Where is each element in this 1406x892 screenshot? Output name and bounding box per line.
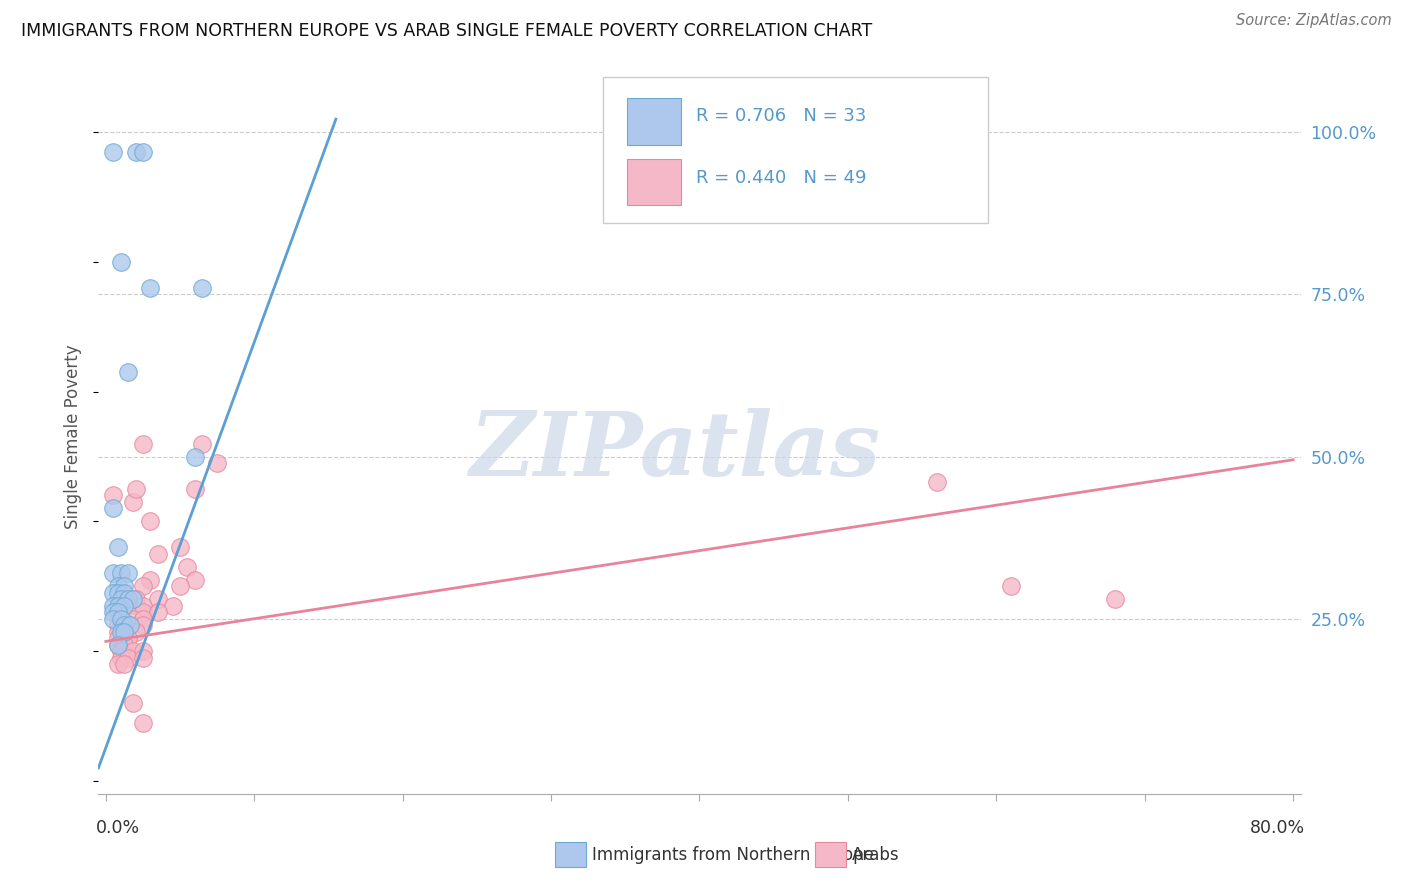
Text: Immigrants from Northern Europe: Immigrants from Northern Europe xyxy=(592,846,873,863)
Point xyxy=(107,541,129,555)
Point xyxy=(107,638,129,652)
FancyBboxPatch shape xyxy=(627,159,682,205)
Point xyxy=(146,605,169,619)
Point xyxy=(121,644,143,658)
Point xyxy=(112,657,135,672)
Point xyxy=(146,547,169,561)
Point xyxy=(110,605,132,619)
Point xyxy=(124,145,146,159)
Text: ZIPatlas: ZIPatlas xyxy=(470,409,882,494)
Point xyxy=(112,586,135,600)
Point xyxy=(191,281,214,295)
Point xyxy=(110,255,132,269)
Point xyxy=(146,592,169,607)
Point xyxy=(103,586,125,600)
Point xyxy=(1104,592,1126,607)
Point xyxy=(132,612,155,626)
Point xyxy=(110,624,132,639)
Point xyxy=(117,618,139,632)
Point xyxy=(103,566,125,581)
Point xyxy=(121,495,143,509)
Point xyxy=(121,612,143,626)
Point xyxy=(184,573,207,587)
Point xyxy=(103,605,125,619)
Point xyxy=(110,644,132,658)
Point xyxy=(112,624,135,639)
Point xyxy=(112,599,135,613)
Point xyxy=(139,281,162,295)
Point xyxy=(132,715,155,730)
Point xyxy=(112,638,135,652)
Text: Source: ZipAtlas.com: Source: ZipAtlas.com xyxy=(1236,13,1392,29)
Y-axis label: Single Female Poverty: Single Female Poverty xyxy=(65,345,83,529)
Point xyxy=(117,631,139,645)
Point xyxy=(184,482,207,496)
Point xyxy=(132,644,155,658)
Point xyxy=(107,599,129,613)
Text: 80.0%: 80.0% xyxy=(1250,819,1305,837)
Point xyxy=(132,599,155,613)
Point xyxy=(110,566,132,581)
Point xyxy=(117,650,139,665)
Point xyxy=(117,592,139,607)
Point xyxy=(103,599,125,613)
Point xyxy=(103,501,125,516)
Point xyxy=(110,650,132,665)
Point xyxy=(110,592,132,607)
Point xyxy=(139,573,162,587)
Point xyxy=(112,579,135,593)
FancyBboxPatch shape xyxy=(603,77,988,223)
Point xyxy=(176,559,198,574)
Text: R = 0.706   N = 33: R = 0.706 N = 33 xyxy=(696,107,866,125)
FancyBboxPatch shape xyxy=(627,98,682,145)
Point xyxy=(132,650,155,665)
Point xyxy=(121,696,143,710)
Point xyxy=(117,599,139,613)
Text: IMMIGRANTS FROM NORTHERN EUROPE VS ARAB SINGLE FEMALE POVERTY CORRELATION CHART: IMMIGRANTS FROM NORTHERN EUROPE VS ARAB … xyxy=(21,22,872,40)
Point xyxy=(103,612,125,626)
Point xyxy=(107,638,129,652)
Point xyxy=(107,631,129,645)
Point xyxy=(162,599,184,613)
Point xyxy=(124,482,146,496)
Point xyxy=(169,579,191,593)
Point xyxy=(107,586,129,600)
Point xyxy=(112,624,135,639)
Point xyxy=(205,456,228,470)
Point xyxy=(110,612,132,626)
Point xyxy=(132,579,155,593)
Point xyxy=(110,612,132,626)
Point xyxy=(103,145,125,159)
Point xyxy=(925,475,948,490)
Point xyxy=(169,541,191,555)
Point xyxy=(139,515,162,529)
Point xyxy=(117,566,139,581)
Point xyxy=(1000,579,1022,593)
Point xyxy=(107,624,129,639)
Point xyxy=(107,579,129,593)
Text: 0.0%: 0.0% xyxy=(96,819,139,837)
Point xyxy=(121,592,143,607)
Point xyxy=(107,605,129,619)
Point xyxy=(124,624,146,639)
Point xyxy=(107,618,129,632)
Point xyxy=(103,488,125,502)
Point xyxy=(107,657,129,672)
Point xyxy=(112,618,135,632)
Text: Arabs: Arabs xyxy=(852,846,900,863)
Point xyxy=(132,145,155,159)
Point xyxy=(124,592,146,607)
Point xyxy=(132,605,155,619)
Point xyxy=(132,436,155,450)
Point xyxy=(191,436,214,450)
Point xyxy=(184,450,207,464)
Point xyxy=(117,365,139,379)
Point xyxy=(118,618,141,632)
Point xyxy=(132,618,155,632)
Text: R = 0.440   N = 49: R = 0.440 N = 49 xyxy=(696,169,866,187)
